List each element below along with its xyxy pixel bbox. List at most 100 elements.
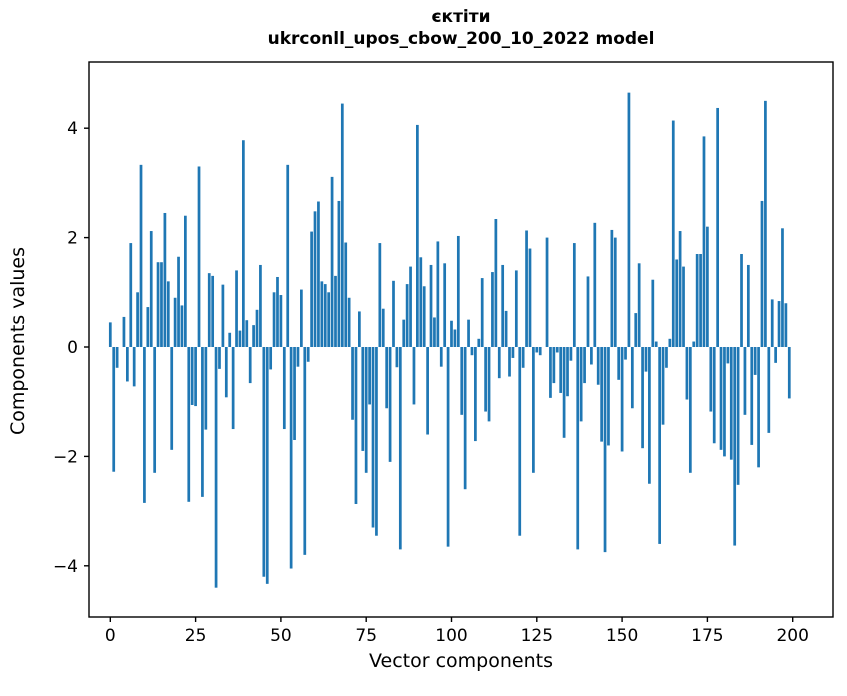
bar-component-198 [784,303,788,347]
bar-component-191 [760,200,764,347]
bar-component-195 [774,347,777,363]
bar-component-50 [279,295,283,347]
bar-component-15 [160,262,163,347]
bar-component-108 [477,338,481,347]
bar-component-47 [269,347,273,370]
bar-component-21 [180,305,184,347]
bar-component-135 [569,347,573,361]
bar-component-143 [596,347,600,385]
bar-component-138 [579,347,583,422]
bar-component-83 [392,280,395,347]
bar-component-185 [740,254,743,347]
bar-component-10 [143,347,146,503]
bar-component-40 [245,320,249,347]
bar-component-22 [184,215,187,347]
bar-component-171 [692,341,696,347]
bar-component-183 [733,347,737,546]
bar-component-16 [163,212,167,347]
x-tick-label-200: 200 [776,626,808,646]
bar-component-115 [501,264,505,347]
chart-title-word: єктіти [431,7,491,27]
bar-component-31 [214,347,218,588]
y-tick-label--2: −2 [53,447,78,467]
bar-component-117 [508,347,511,377]
bar-component-107 [474,347,477,442]
bar-component-32 [218,347,221,369]
bar-component-41 [248,347,252,384]
bar-component-36 [231,347,235,430]
x-tick-label-25: 25 [185,626,207,646]
bar-component-48 [272,292,276,347]
bar-component-188 [750,347,754,445]
bar-component-126 [538,347,542,356]
bar-component-72 [354,347,358,504]
bar-component-2 [115,347,119,368]
bar-component-86 [402,319,406,347]
bar-component-57 [303,347,307,555]
bar-component-98 [443,263,447,347]
bar-component-104 [463,347,467,490]
bar-component-160 [654,341,658,347]
bar-component-114 [497,347,501,379]
chart-title: єктіти ukrconll_upos_cbow_200_10_2022 mo… [89,6,833,50]
bar-component-131 [555,347,559,353]
bar-component-61 [317,201,320,347]
bar-component-64 [327,292,331,347]
bar-component-74 [361,347,365,451]
bar-component-90 [416,124,419,347]
bar-component-35 [228,332,232,347]
bar-component-7 [132,347,136,387]
bar-component-181 [726,347,730,364]
bar-component-157 [644,347,648,372]
bar-component-55 [296,347,300,367]
bar-component-18 [170,347,174,450]
bar-component-134 [566,347,569,397]
bar-component-56 [300,289,303,347]
bar-component-125 [535,347,539,353]
bar-component-153 [630,347,634,409]
bar-component-140 [586,276,590,347]
bar-component-122 [525,230,528,347]
chart-title-model: ukrconll_upos_cbow_200_10_2022 model [267,29,655,49]
bar-component-25 [194,347,197,407]
bar-component-150 [620,347,624,452]
bar-component-62 [320,281,324,347]
bar-component-97 [439,347,443,367]
bar-component-102 [456,235,460,347]
bar-component-184 [736,347,740,485]
bar-component-89 [412,347,416,405]
bar-component-8 [136,292,139,347]
bar-component-65 [330,176,334,347]
bar-component-51 [282,347,286,430]
bar-component-177 [712,347,716,444]
bar-component-81 [385,347,389,409]
bar-component-34 [224,347,228,398]
bar-component-80 [381,308,385,347]
bar-component-136 [572,243,576,347]
bar-component-84 [395,347,399,368]
bar-component-82 [388,347,392,462]
bar-component-42 [252,325,255,347]
bar-component-79 [378,243,382,347]
bar-component-93 [426,347,429,435]
bar-component-158 [648,347,651,484]
bar-component-37 [235,270,238,347]
bar-component-30 [211,275,215,347]
x-axis-label: Vector components [369,650,553,672]
bar-component-106 [470,347,474,356]
bar-component-161 [658,347,661,544]
bar-component-85 [398,347,402,550]
bar-component-180 [723,347,726,457]
axes-group [88,61,834,618]
bar-component-68 [340,103,344,347]
bar-component-14 [156,262,160,347]
bar-component-169 [685,347,689,400]
bar-component-52 [286,164,290,347]
tick-labels-group: 0 25 50 75 100 125 150 175 200 −4 −2 0 2 4 [53,119,809,646]
bar-component-58 [306,347,310,362]
bar-component-162 [661,347,665,425]
bar-component-66 [334,275,337,347]
bar-component-174 [702,136,706,347]
bar-component-163 [665,347,668,368]
bar-component-6 [129,243,133,347]
